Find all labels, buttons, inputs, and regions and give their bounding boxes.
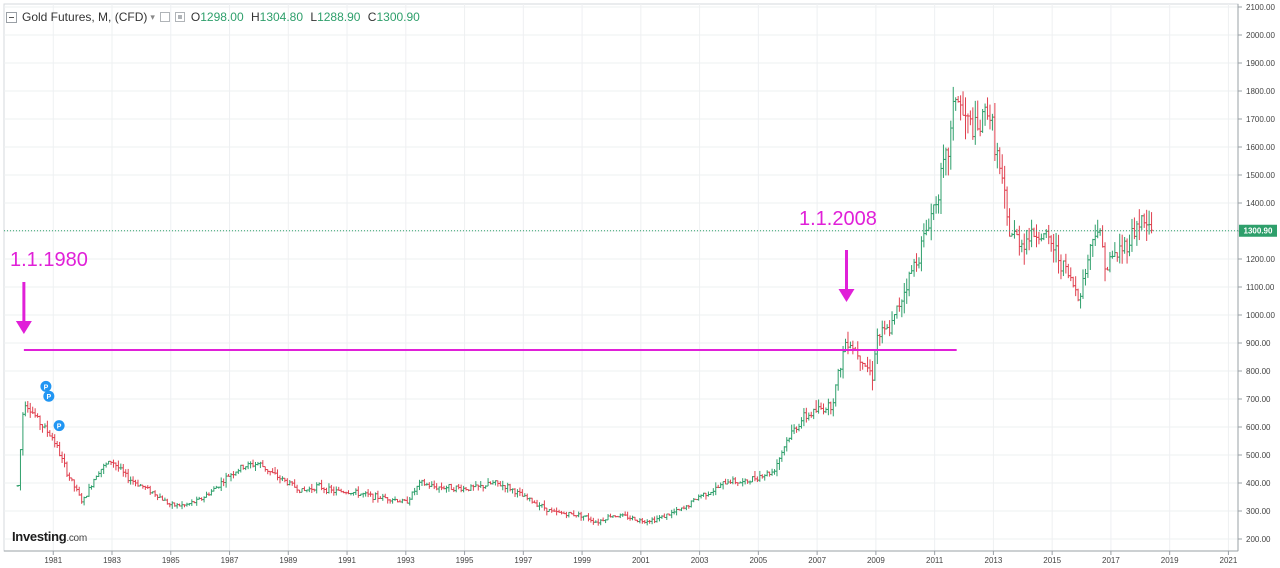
high-value: 1304.80 [259,10,304,24]
marker-p-label: P [44,384,49,391]
marker-p-label: P [47,394,52,401]
marker-p-icon [40,380,52,392]
y-tick-label: 1000.00 [1246,311,1275,320]
x-tick-label: 1995 [456,556,474,565]
x-tick-label: 1991 [338,556,356,565]
y-tick-label: 500.00 [1246,451,1271,460]
arrow-head [838,289,855,302]
y-tick-label: 1800.00 [1246,87,1275,96]
y-tick-label: 300.00 [1246,507,1271,516]
settings-box-icon[interactable] [174,12,185,22]
y-tick-label: 1700.00 [1246,115,1275,124]
y-tick-label: 200.00 [1246,535,1271,544]
marker-p-label: P [57,424,62,431]
x-tick-label: 1999 [573,556,591,565]
investing-logo: Investing.com [12,529,87,544]
y-tick-label: 700.00 [1246,395,1271,404]
plot-frame [3,3,1239,552]
x-tick-label: 2013 [985,556,1003,565]
ohlc-readout: O1298.00 H1304.80 L1288.90 C1300.90 [191,10,424,24]
y-tick-label: 600.00 [1246,423,1271,432]
last-price-tag [1239,224,1277,237]
x-tick-label: 2007 [808,556,826,565]
marker-p-icon [53,420,65,432]
visibility-toggle-icon[interactable] [159,12,170,22]
x-tick-label: 1981 [44,556,62,565]
y-tick-label: 2000.00 [1246,31,1275,40]
x-tick-label: 2009 [867,556,885,565]
x-tick-label: 2003 [691,556,709,565]
chevron-down-icon[interactable]: ▾ [150,11,155,22]
x-tick-label: 1993 [397,556,415,565]
symbol-title[interactable]: Gold Futures, M, (CFD) [22,10,148,24]
y-tick-label: 1200.00 [1246,255,1275,264]
close-label: C [367,10,377,24]
y-tick-label: 2100.00 [1246,3,1275,12]
y-tick-label: 1100.00 [1246,283,1275,292]
x-tick-label: 2005 [749,556,767,565]
close-value: 1300.90 [376,10,420,24]
x-tick-label: 2001 [632,556,650,565]
x-tick-label: 1997 [514,556,532,565]
last-price-tag-label: 1300.90 [1244,227,1273,236]
open-value: 1298.00 [200,10,244,24]
high-label: H [250,10,260,24]
x-tick-label: 1987 [221,556,239,565]
arrow-head [15,321,32,334]
open-label: O [190,10,201,24]
x-tick-label: 1983 [103,556,121,565]
logo-main: Investing [12,529,67,544]
x-tick-label: 1985 [162,556,180,565]
marker-p-icon [43,390,55,402]
x-tick-label: 2019 [1161,556,1179,565]
y-tick-label: 400.00 [1246,479,1271,488]
x-tick-label: 2021 [1220,556,1238,565]
y-tick-label: 1500.00 [1246,171,1275,180]
arrow-icon [15,282,32,334]
y-tick-label: 900.00 [1246,339,1271,348]
x-tick-label: 1989 [279,556,297,565]
x-tick-label: 2015 [1043,556,1061,565]
y-tick-label: 800.00 [1246,367,1271,376]
x-tick-label: 2017 [1102,556,1120,565]
y-tick-label: 1600.00 [1246,143,1275,152]
arrow-icon [838,250,855,302]
low-value: 1288.90 [317,10,361,24]
y-tick-label: 1400.00 [1246,199,1275,208]
ohlc-series [16,86,1154,526]
annotation-2008: 1.1.2008 [799,208,877,230]
y-tick-label: 1900.00 [1246,59,1275,68]
chart-header: Gold Futures, M, (CFD) ▾ O1298.00 H1304.… [6,8,424,26]
annotation-1980: 1.1.1980 [10,249,88,271]
x-tick-label: 2011 [926,556,944,565]
logo-suffix: .com [66,533,87,544]
low-label: L [310,10,318,24]
collapse-icon[interactable] [6,11,17,23]
